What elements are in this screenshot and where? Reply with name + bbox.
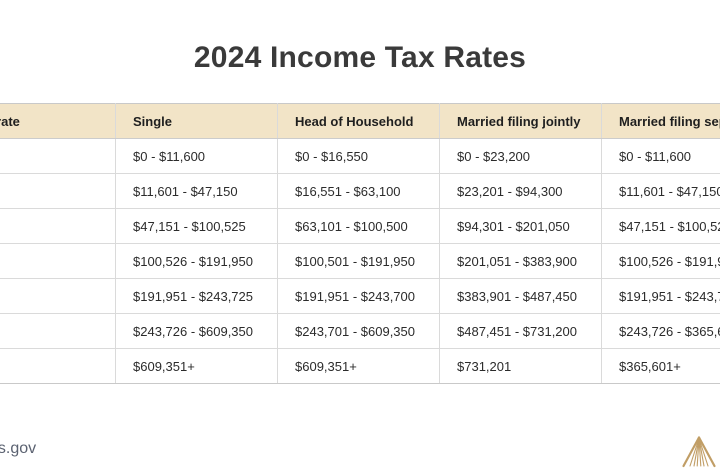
- table-cell: $609,351+: [277, 348, 440, 384]
- tax-brackets-table: Tax rate Single Head of Household Marrie…: [0, 103, 720, 384]
- table-row: $609,351+ $609,351+ $731,201 $365,601+: [0, 348, 720, 384]
- table-row: $11,601 - $47,150 $16,551 - $63,100 $23,…: [0, 173, 720, 209]
- table-cell-rate: [0, 278, 116, 314]
- table-cell: $94,301 - $201,050: [439, 208, 602, 244]
- page-title: 2024 Income Tax Rates: [193, 41, 527, 75]
- table-cell: $0 - $11,600: [601, 138, 720, 174]
- table-cell: $191,951 - $243,700: [277, 278, 440, 314]
- table-cell: $0 - $11,600: [115, 138, 278, 174]
- table-cell-rate: [0, 348, 116, 384]
- table-cell: $11,601 - $47,150: [601, 173, 720, 209]
- table-cell: $365,601+: [601, 348, 720, 384]
- table-cell: $201,051 - $383,900: [439, 243, 602, 279]
- table-cell-rate: [0, 243, 116, 279]
- table-cell: $243,701 - $609,350: [277, 313, 440, 349]
- table-cell: $47,151 - $100,525: [601, 208, 720, 244]
- table-row: $100,526 - $191,950 $100,501 - $191,950 …: [0, 243, 720, 279]
- table-row: $191,951 - $243,725 $191,951 - $243,700 …: [0, 278, 720, 314]
- table-cell: $47,151 - $100,525: [115, 208, 278, 244]
- table-cell: $731,201: [439, 348, 602, 384]
- column-header-married-filing-separately: Married filing separately: [601, 103, 720, 139]
- table-cell: $100,501 - $191,950: [277, 243, 440, 279]
- table-cell: $100,526 - $191,950: [115, 243, 278, 279]
- column-header-tax-rate: Tax rate: [0, 103, 116, 139]
- table-cell-rate: [0, 173, 116, 209]
- table-cell: $0 - $16,550: [277, 138, 440, 174]
- brand-logo-icon: [682, 436, 716, 468]
- table-cell: $243,726 - $365,600: [601, 313, 720, 349]
- table-cell: $191,951 - $243,725: [601, 278, 720, 314]
- table-header-row: Tax rate Single Head of Household Marrie…: [0, 103, 720, 139]
- column-header-head-of-household: Head of Household: [277, 103, 440, 139]
- table-cell: $609,351+: [115, 348, 278, 384]
- table-cell: $100,526 - $191,950: [601, 243, 720, 279]
- table-cell: $11,601 - $47,150: [115, 173, 278, 209]
- table-cell-rate: [0, 313, 116, 349]
- source-text: irs.gov: [0, 440, 37, 457]
- table-cell: $0 - $23,200: [439, 138, 602, 174]
- column-header-married-filing-jointly: Married filing jointly: [439, 103, 602, 139]
- table-cell-rate: [0, 138, 116, 174]
- table-cell: $23,201 - $94,300: [439, 173, 602, 209]
- table-cell: $16,551 - $63,100: [277, 173, 440, 209]
- table-row: $47,151 - $100,525 $63,101 - $100,500 $9…: [0, 208, 720, 244]
- table-cell: $487,451 - $731,200: [439, 313, 602, 349]
- table-cell: $63,101 - $100,500: [277, 208, 440, 244]
- table-cell: $383,901 - $487,450: [439, 278, 602, 314]
- table-cell: $191,951 - $243,725: [115, 278, 278, 314]
- table-row: $0 - $11,600 $0 - $16,550 $0 - $23,200 $…: [0, 138, 720, 174]
- table-cell: $243,726 - $609,350: [115, 313, 278, 349]
- table-row: $243,726 - $609,350 $243,701 - $609,350 …: [0, 313, 720, 349]
- table-cell-rate: [0, 208, 116, 244]
- column-header-single: Single: [115, 103, 278, 139]
